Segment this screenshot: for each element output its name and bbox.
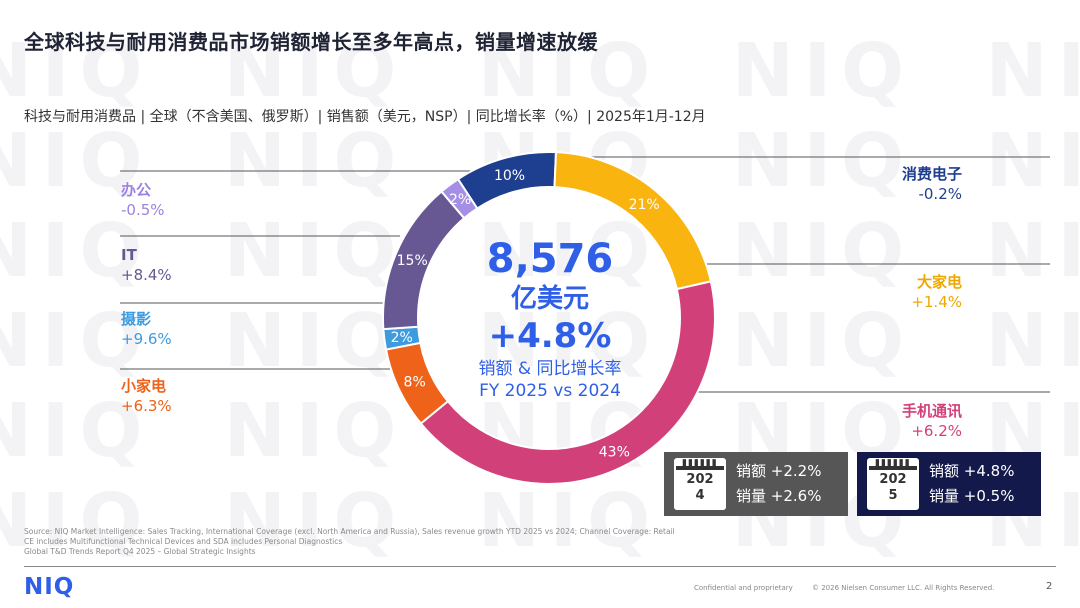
total-growth: +4.8%	[488, 316, 612, 356]
copyright-note: © 2026 Nielsen Consumer LLC. All Rights …	[812, 584, 995, 592]
category-name: 摄影	[121, 310, 152, 328]
year-panel-2024: ▮▮▮▮▮▮ 202 4 销额 +2.2% 销量 +2.6%	[664, 452, 848, 516]
page-number: 2	[1046, 581, 1053, 592]
calendar-year-bottom: 4	[695, 488, 705, 503]
calendar-year-top: 202	[686, 472, 714, 487]
calendar-icon: ▮▮▮▮▮▮ 202 4	[674, 458, 726, 510]
category-growth: -0.2%	[918, 185, 962, 203]
category-growth: +6.2%	[911, 422, 962, 440]
label-photo: 摄影 +9.6%	[121, 309, 241, 349]
value-label: 10%	[494, 168, 525, 184]
category-name: 大家电	[916, 273, 962, 291]
calendar-year-bottom: 5	[888, 488, 898, 503]
label-mobile: 手机通讯 +6.2%	[862, 401, 962, 441]
label-it: IT +8.4%	[121, 245, 241, 285]
panel-volume: 销量 +2.6%	[736, 487, 822, 505]
confidential-note: Confidential and proprietary	[694, 584, 793, 592]
category-name: IT	[121, 246, 137, 264]
center-desc-1: 销额 & 同比增长率	[478, 359, 622, 379]
value-label: 21%	[629, 197, 660, 213]
value-label: 8%	[404, 374, 426, 390]
category-name: 办公	[121, 181, 152, 199]
footer-divider	[24, 566, 1056, 567]
category-name: 消费电子	[901, 165, 962, 183]
value-label: 2%	[449, 192, 471, 208]
panel-sales: 销额 +4.8%	[929, 462, 1015, 480]
calendar-year-top: 202	[879, 472, 907, 487]
category-growth: -0.5%	[121, 201, 165, 219]
page-title: 全球科技与耐用消费品市场销额增长至多年高点，销量增速放缓	[24, 30, 598, 54]
calendar-rings: ▮▮▮▮▮▮	[869, 458, 917, 470]
leader-lines	[120, 156, 1050, 393]
seg-mobile	[419, 280, 716, 485]
calendar-icon: ▮▮▮▮▮▮ 202 5	[867, 458, 919, 510]
value-label: 15%	[397, 253, 428, 269]
total-sales: 8,576	[486, 236, 614, 282]
category-name: 小家电	[121, 377, 167, 395]
total-unit: 亿美元	[510, 284, 589, 314]
value-label: 43%	[599, 444, 630, 460]
center-desc-2: FY 2025 vs 2024	[479, 381, 621, 401]
calendar-rings: ▮▮▮▮▮▮	[676, 458, 724, 470]
page-subtitle: 科技与耐用消费品 | 全球（不含美国、俄罗斯）| 销售额（美元，NSP）| 同比…	[24, 109, 706, 125]
donut-center: 8,576 亿美元 +4.8% 销额 & 同比增长率 FY 2025 vs 20…	[450, 236, 650, 402]
category-growth: +6.3%	[121, 397, 172, 415]
year-panel-2025: ▮▮▮▮▮▮ 202 5 销额 +4.8% 销量 +0.5%	[857, 452, 1041, 516]
label-office: 办公 -0.5%	[121, 180, 241, 220]
category-name: 手机通讯	[901, 402, 962, 420]
donut-value-labels: 10% 21% 43% 8% 2% 15% 2%	[391, 168, 660, 461]
source-line: Source: NIQ Market Intelligence: Sales T…	[24, 527, 675, 536]
niq-logo: NIQ	[24, 574, 75, 600]
label-major-appliances: 大家电 +1.4%	[862, 272, 962, 312]
calendar-year: 202 4	[674, 472, 726, 504]
donut-segments	[382, 151, 716, 485]
category-growth: +1.4%	[911, 293, 962, 311]
category-growth: +9.6%	[121, 330, 172, 348]
source-line: CE includes Multifunctional Technical De…	[24, 537, 343, 546]
label-consumer-electronics: 消费电子 -0.2%	[862, 164, 962, 204]
value-label: 2%	[391, 330, 413, 346]
category-growth: +8.4%	[121, 266, 172, 284]
source-note: Source: NIQ Market Intelligence: Sales T…	[24, 527, 675, 557]
seg-office	[440, 177, 479, 220]
calendar-year: 202 5	[867, 472, 919, 504]
label-small-appliances: 小家电 +6.3%	[121, 376, 241, 416]
panel-volume: 销量 +0.5%	[929, 487, 1015, 505]
source-line: Global T&D Trends Report Q4 2025 – Globa…	[24, 547, 256, 556]
panel-sales: 销额 +2.2%	[736, 462, 822, 480]
